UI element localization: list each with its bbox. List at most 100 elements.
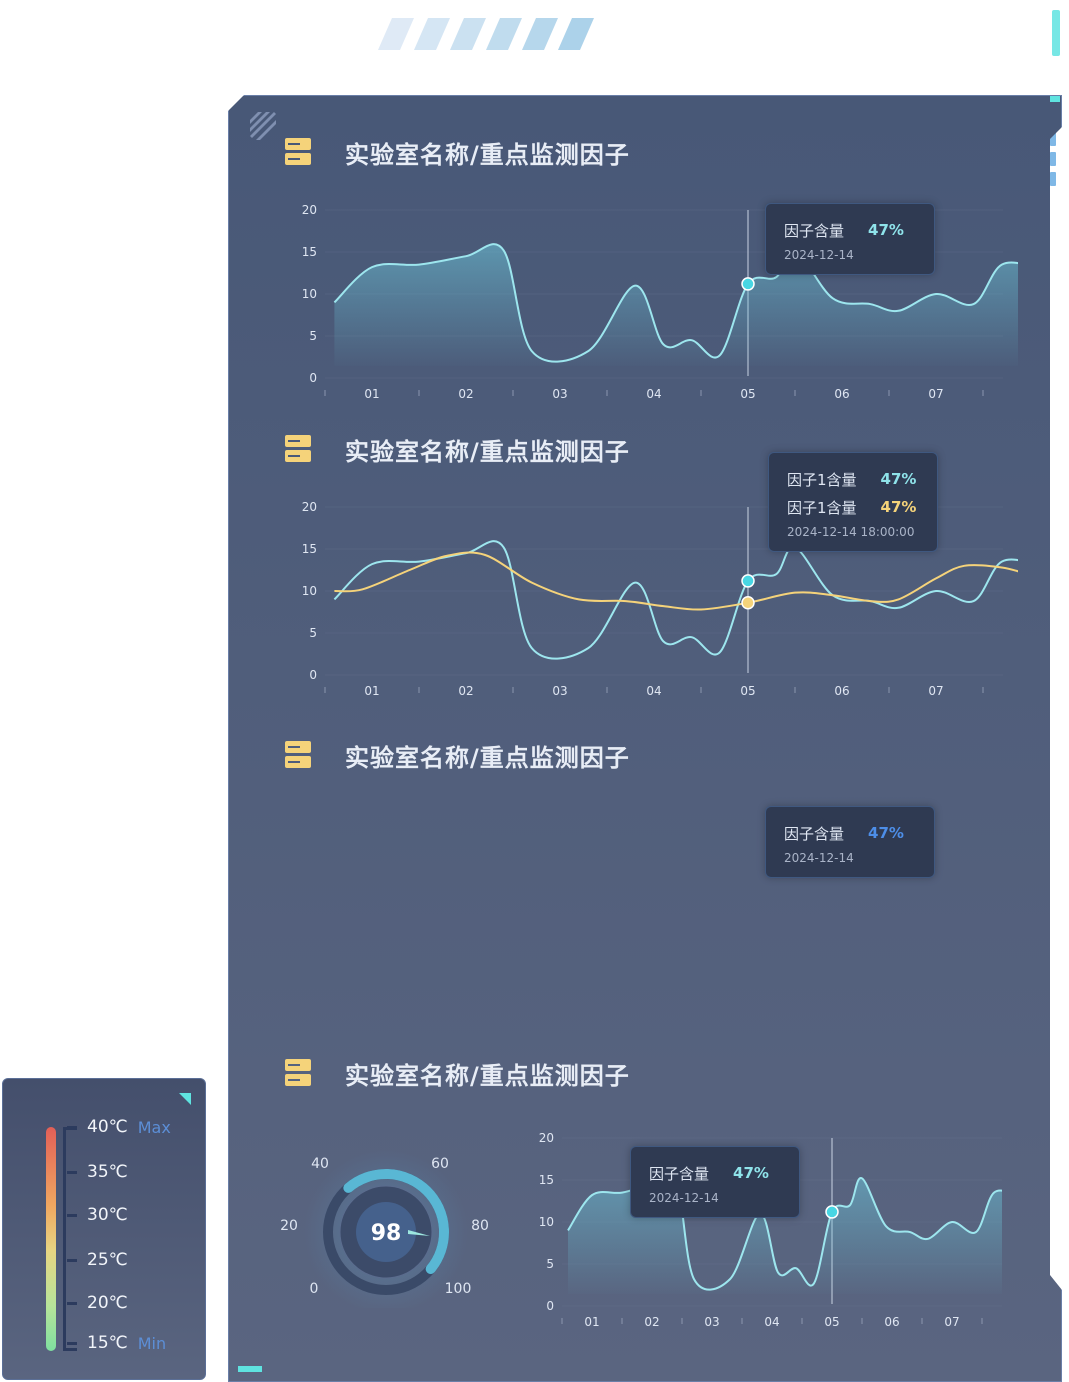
- gauge-chart: 98 40 60 20 80 0 100: [280, 1150, 489, 1308]
- x-tick-label: 05: [740, 684, 755, 698]
- x-tick-label: 07: [928, 387, 943, 401]
- gauge-tick-label: 80: [471, 1218, 489, 1234]
- tick-label: 20℃: [87, 1293, 128, 1313]
- tick-label: 25℃: [87, 1250, 128, 1270]
- section-title: 实验室名称/重点监测因子: [345, 437, 630, 466]
- highlight-point: [741, 277, 755, 291]
- y-tick-label: 5: [546, 1257, 554, 1271]
- temperature-gradient-bar: [46, 1127, 56, 1351]
- tooltip-label: 因子1含量: [787, 498, 857, 517]
- x-tick-label: 04: [764, 1315, 779, 1329]
- chart-tooltip: 因子1含量 47% 因子1含量 47% 2024-12-14 18:00:00: [768, 452, 938, 552]
- temperature-tick: 40℃ Max: [67, 1117, 171, 1137]
- max-label: Max: [137, 1117, 171, 1137]
- y-tick-label: 15: [302, 245, 317, 259]
- panel-corner-accent: [1050, 96, 1060, 102]
- y-tick-label: 20: [302, 500, 317, 514]
- y-tick-label: 20: [302, 203, 317, 217]
- tooltip-value: 47%: [733, 1164, 769, 1182]
- y-tick-label: 5: [309, 626, 317, 640]
- tick-label: 40℃: [87, 1117, 128, 1137]
- y-tick-label: 15: [539, 1173, 554, 1187]
- server-icon: [285, 435, 311, 462]
- chart-tooltip: 因子含量 47% 2024-12-14: [630, 1146, 800, 1218]
- server-icon: [285, 741, 311, 768]
- server-icon: [285, 1059, 311, 1086]
- x-tick-label: 01: [584, 1315, 599, 1329]
- gauge-core: [356, 1202, 416, 1262]
- tooltip-date: 2024-12-14 18:00:00: [787, 525, 915, 539]
- x-tick-label: 02: [458, 387, 473, 401]
- gauge-tick-label: 40: [311, 1156, 329, 1172]
- tooltip-date: 2024-12-14: [784, 851, 854, 865]
- y-tick-label: 10: [539, 1215, 554, 1229]
- x-tick-label: 02: [458, 684, 473, 698]
- y-tick-label: 5: [309, 329, 317, 343]
- tick-label: 15℃: [87, 1333, 128, 1353]
- y-tick-label: 10: [302, 584, 317, 598]
- section-header: 实验室名称/重点监测因子: [285, 739, 630, 772]
- gauge-tick-label: 20: [280, 1218, 298, 1234]
- y-tick-label: 0: [546, 1299, 554, 1313]
- series-area: [334, 244, 1018, 366]
- x-tick-label: 01: [364, 684, 379, 698]
- gauge-tick-label: 100: [445, 1281, 472, 1297]
- gauge-value-arc: [343, 1169, 449, 1274]
- y-tick-label: 20: [539, 1131, 554, 1145]
- tooltip-date: 2024-12-14: [784, 248, 854, 262]
- x-tick-label: 07: [944, 1315, 959, 1329]
- x-tick-label: 06: [834, 684, 849, 698]
- temperature-scale: [63, 1127, 77, 1351]
- x-tick-label: 03: [552, 387, 567, 401]
- x-tick-label: 03: [704, 1315, 719, 1329]
- section-header: 实验室名称/重点监测因子: [285, 136, 630, 169]
- gauge-tick-label: 60: [431, 1156, 449, 1172]
- section-header: 实验室名称/重点监测因子: [285, 1057, 630, 1090]
- section-header: 实验室名称/重点监测因子: [285, 433, 630, 466]
- header-stripes-decoration: [378, 18, 594, 50]
- x-tick-label: 07: [928, 684, 943, 698]
- highlight-point: [825, 1205, 839, 1219]
- x-tick-label: 05: [740, 387, 755, 401]
- x-tick-label: 01: [364, 387, 379, 401]
- gauge-value: 98: [371, 1221, 402, 1246]
- panel-bottom-accent: [238, 1366, 262, 1372]
- panel-corner-stripes: [250, 112, 276, 140]
- temperature-tick: 30℃: [67, 1205, 128, 1225]
- tooltip-value: 47%: [880, 470, 917, 488]
- x-tick-label: 06: [884, 1315, 899, 1329]
- series-line: [334, 551, 1018, 611]
- tooltip-label: 因子含量: [784, 221, 845, 240]
- x-tick-label: 02: [644, 1315, 659, 1329]
- chart-tooltip: 因子含量 47% 2024-12-14: [765, 806, 935, 878]
- tooltip-value: 47%: [880, 498, 917, 516]
- top-right-accent: [1052, 10, 1060, 56]
- temperature-tick: 20℃: [67, 1293, 128, 1313]
- server-icon: [285, 138, 311, 165]
- y-tick-label: 0: [309, 668, 317, 682]
- temperature-tick: 35℃: [67, 1162, 128, 1182]
- tooltip-label: 因子1含量: [787, 470, 857, 489]
- x-tick-label: 04: [646, 387, 661, 401]
- y-tick-label: 15: [302, 542, 317, 556]
- temperature-tick: 25℃: [67, 1250, 128, 1270]
- side-ticks-decoration: [1050, 132, 1056, 202]
- x-tick-label: 05: [824, 1315, 839, 1329]
- min-label: Min: [137, 1333, 167, 1353]
- x-tick-label: 03: [552, 684, 567, 698]
- tooltip-date: 2024-12-14: [649, 1191, 719, 1205]
- tooltip-label: 因子含量: [784, 824, 845, 843]
- tooltip-label: 因子含量: [649, 1164, 710, 1183]
- gauge-needle: [408, 1230, 430, 1236]
- y-tick-label: 10: [302, 287, 317, 301]
- section-title: 实验室名称/重点监测因子: [345, 743, 630, 772]
- highlight-point: [741, 574, 755, 588]
- series-line: [333, 243, 1018, 363]
- x-tick-label: 06: [834, 387, 849, 401]
- tooltip-value: 47%: [868, 221, 904, 239]
- tick-label: 35℃: [87, 1162, 128, 1182]
- chart-tooltip: 因子含量 47% 2024-12-14: [765, 203, 935, 275]
- highlight-point: [741, 596, 755, 610]
- corner-triangle-icon: [179, 1093, 191, 1105]
- temperature-tick: 15℃ Min: [67, 1333, 166, 1353]
